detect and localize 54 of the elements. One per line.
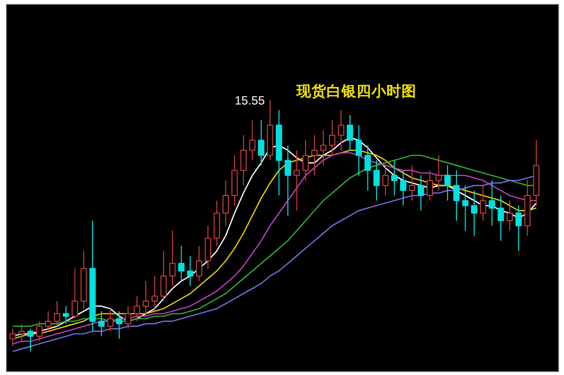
candlestick [311, 134, 318, 176]
candlestick [515, 205, 522, 252]
candlestick [436, 154, 442, 192]
candlestick [98, 310, 105, 337]
candlestick [498, 195, 504, 242]
candlestick [373, 160, 380, 202]
candlestick [27, 328, 34, 352]
candlestick [284, 144, 291, 216]
candlestick [54, 300, 60, 327]
candlestick [204, 225, 212, 269]
candlestick [258, 120, 264, 166]
candlestick [45, 310, 52, 332]
candlestick [72, 268, 78, 320]
candlestick [134, 296, 140, 322]
candlestick [426, 170, 433, 202]
candlestick [178, 245, 184, 282]
candlestick [391, 160, 398, 196]
candlestick [506, 200, 513, 232]
candlestick [240, 134, 247, 186]
candlestick [346, 114, 354, 151]
candlestick [453, 170, 460, 222]
candlestick [116, 310, 122, 340]
chart-title: 现货白银四小时图 [296, 83, 417, 100]
candlestick [320, 130, 326, 166]
candlestick [329, 120, 336, 156]
candlestick [160, 250, 167, 302]
candlestick [338, 110, 344, 151]
candlestick [152, 275, 158, 312]
candlestick [294, 150, 300, 212]
candlestick [187, 255, 194, 287]
candlestick [480, 184, 486, 222]
candlestick [142, 280, 149, 317]
candlestick [488, 180, 496, 226]
candlestick [124, 306, 132, 330]
candlestick [356, 124, 362, 176]
candlestick [10, 328, 16, 347]
candlestick [444, 164, 451, 202]
candlestick [364, 144, 371, 192]
candlestick [62, 306, 70, 324]
candlestick [418, 174, 424, 212]
candlestick [249, 120, 256, 161]
annotation: 15.55 [234, 94, 266, 108]
candlestick [222, 180, 229, 226]
candlestick [107, 308, 114, 332]
candlestick [302, 140, 309, 181]
candlestick [169, 230, 176, 287]
candlestick [408, 164, 416, 202]
candlestick [36, 320, 42, 342]
candlestick [196, 245, 202, 282]
candlestick [18, 323, 25, 342]
candlestick [400, 170, 406, 206]
candlestick [462, 184, 468, 232]
candlestick [382, 164, 389, 196]
candlestick [471, 190, 478, 236]
